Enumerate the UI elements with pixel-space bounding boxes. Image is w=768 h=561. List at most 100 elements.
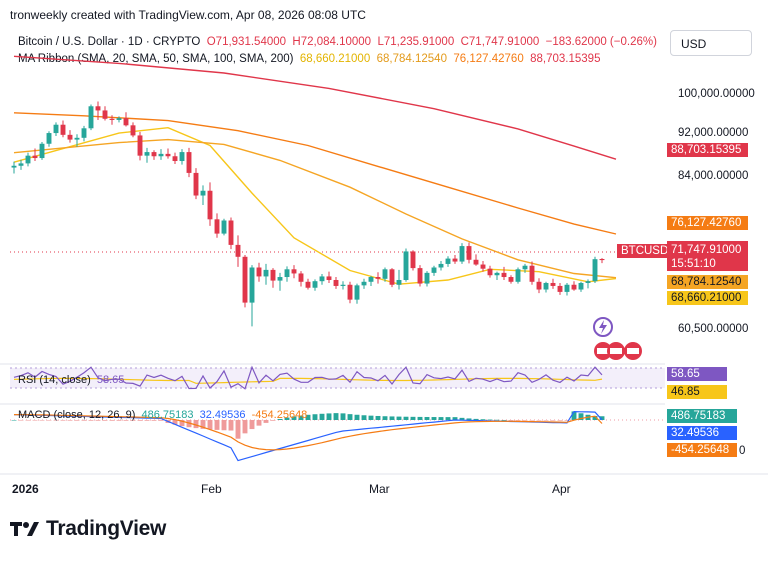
time-tick: Feb [201, 482, 222, 496]
macd-histogram-bar [361, 415, 367, 420]
macd-histogram-bar [494, 419, 500, 421]
candle-body [67, 134, 73, 140]
rsi-layer [13, 365, 603, 390]
macd-histogram-bar [466, 418, 472, 420]
candle-body [354, 285, 360, 300]
candle-body [522, 265, 528, 270]
macd-histogram-bar [144, 420, 150, 421]
candle-body [249, 267, 255, 303]
macd-histogram-bar [592, 415, 598, 420]
tradingview-logo-text: TradingView [46, 517, 167, 540]
macd-histogram-bar [375, 415, 381, 420]
candle-body [39, 143, 45, 159]
event-lightning-icon[interactable] [593, 317, 613, 337]
candle-body [466, 246, 472, 260]
symbol-title[interactable]: Bitcoin / U.S. Dollar · 1D · CRYPTO [18, 36, 201, 48]
candle-body [277, 277, 283, 281]
macd-histogram-bar [277, 418, 283, 420]
macd-histogram-bar [487, 419, 493, 421]
candle-body [263, 269, 269, 277]
price-tick: 60,500.00000 [678, 323, 748, 335]
macd-label[interactable]: MACD (close, 12, 26, 9) [18, 409, 136, 421]
candle-body [151, 152, 157, 157]
candle-body [459, 246, 465, 262]
candle-body [256, 267, 262, 277]
ma-ribbon-label[interactable]: MA Ribbon (SMA, 20, SMA, 50, SMA, 100, S… [18, 53, 294, 65]
macd-histogram-bar [431, 417, 437, 420]
macd-histogram-bar [242, 420, 248, 434]
candle-body [599, 258, 605, 261]
time-tick: Apr [552, 482, 571, 496]
candle-body [123, 118, 129, 126]
macd-histogram-bar [333, 413, 339, 420]
macd-histogram-bar [389, 416, 395, 420]
macd-histogram-bar [158, 420, 164, 421]
candle-body [438, 263, 444, 268]
candle-body [137, 135, 143, 156]
candle-body [361, 281, 367, 286]
event-flag-icon[interactable] [624, 342, 642, 360]
macd-signal-value: -454.25648 [251, 409, 308, 421]
macd-histogram-bar [403, 416, 409, 420]
candle-body [46, 133, 52, 144]
macd-histogram-bar [298, 415, 304, 420]
macd-histogram-bar [11, 420, 17, 421]
macd-histogram-bar [354, 414, 360, 420]
currency-selector[interactable]: USD [670, 30, 752, 56]
ohlc-close: C71,747.91000 [460, 36, 540, 48]
macd-histogram-bar [123, 420, 129, 421]
macd-histogram-bar [81, 420, 87, 421]
macd-histogram-bar [284, 417, 290, 420]
sma200-price-tag: 88,703.15395 [667, 143, 748, 157]
candle-body [529, 265, 535, 282]
macd-histogram-bar [67, 420, 73, 421]
macd-histogram-bar [116, 420, 122, 421]
macd-histogram-bar [228, 420, 234, 431]
rsi-label[interactable]: RSI (14, close) [18, 374, 91, 386]
event-flag-icon[interactable] [607, 342, 625, 360]
candle-body [116, 118, 122, 120]
candle-body [319, 276, 325, 282]
candle-body [102, 110, 108, 119]
sma20-price-tag: 68,660.21000 [667, 291, 748, 305]
bar-countdown: 15:51:10 [671, 258, 716, 270]
rsi-line [13, 365, 603, 390]
macd-histogram-bar [172, 420, 178, 425]
candle-body [312, 281, 318, 288]
candle-body [424, 272, 430, 284]
candle-body [571, 284, 577, 290]
candle-body [375, 277, 381, 279]
macd-histogram-bar [459, 417, 465, 420]
last-price-tag: 71,747.91000 15:51:10 [667, 241, 748, 271]
macd-histogram-bar [438, 417, 444, 420]
rsi-legend: RSI (14, close) 58.65 [18, 374, 124, 386]
candles-layer [11, 101, 605, 327]
candle-body [60, 124, 66, 135]
macd-legend: MACD (close, 12, 26, 9) 486.75183 32.495… [18, 409, 307, 421]
candle-body [410, 251, 416, 269]
candle-body [18, 163, 24, 166]
candle-body [172, 156, 178, 162]
candle-body [193, 172, 199, 196]
candle-body [473, 259, 479, 265]
macd-histogram-bar [74, 420, 80, 421]
macd-histogram-bar [382, 416, 388, 420]
candle-body [543, 282, 549, 290]
candle-body [382, 269, 388, 279]
ohlc-high: H72,084.10000 [292, 36, 372, 48]
sma100-price-tag: 76,127.42760 [667, 216, 748, 230]
macd-histogram-bar [452, 417, 458, 420]
chart-header: tronweekly created with TradingView.com,… [10, 8, 366, 22]
candle-body [235, 244, 241, 257]
candle-body [431, 267, 437, 273]
macd-histogram-bar [417, 416, 423, 420]
price-tick: 100,000.00000 [678, 88, 755, 100]
tradingview-logo[interactable]: TradingView [10, 517, 166, 541]
event-flag-icon[interactable] [594, 342, 612, 360]
macd-histogram-bar [151, 420, 157, 421]
macd-histogram-bar [578, 413, 584, 420]
sma100-value: 76,127.42760 [453, 53, 524, 65]
candle-body [452, 258, 458, 262]
ohlc-low: L71,235.91000 [377, 36, 455, 48]
